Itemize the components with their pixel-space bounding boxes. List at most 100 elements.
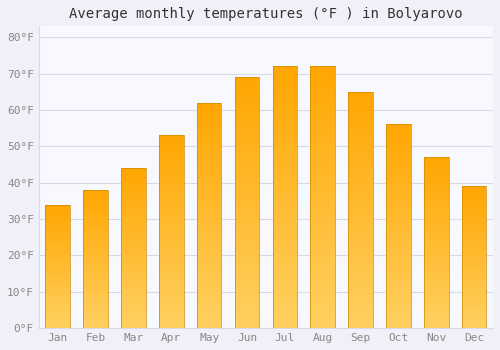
Bar (272, 276, 297, 281)
Bar (84, 287, 108, 289)
Bar (197, 148, 222, 152)
Bar (386, 284, 410, 287)
Bar (197, 139, 222, 143)
Bar (234, 233, 260, 238)
Bar (197, 315, 222, 319)
Bar (424, 290, 448, 294)
Bar (462, 209, 486, 212)
Bar (310, 239, 335, 244)
Bar (424, 164, 448, 168)
Bar (121, 299, 146, 303)
Bar (424, 287, 448, 290)
Bar (46, 212, 70, 215)
Bar (197, 103, 222, 328)
Bar (348, 101, 373, 106)
Bar (84, 253, 108, 256)
Bar (84, 276, 108, 279)
Bar (386, 214, 410, 218)
Bar (84, 190, 108, 193)
Bar (386, 218, 410, 222)
Bar (121, 178, 146, 181)
Bar (272, 323, 297, 328)
Bar (159, 301, 184, 305)
Bar (424, 246, 448, 250)
Bar (234, 102, 260, 107)
Bar (121, 226, 146, 229)
Bar (272, 318, 297, 323)
Bar (159, 135, 184, 139)
Bar (424, 294, 448, 298)
Bar (46, 254, 70, 257)
Bar (46, 281, 70, 284)
Bar (121, 287, 146, 290)
Bar (424, 195, 448, 198)
Bar (424, 191, 448, 195)
Bar (424, 308, 448, 311)
Bar (424, 239, 448, 243)
Bar (310, 229, 335, 234)
Bar (46, 234, 70, 237)
Bar (197, 112, 222, 116)
Bar (159, 259, 184, 262)
Bar (46, 269, 70, 271)
Bar (159, 201, 184, 205)
Bar (348, 196, 373, 201)
Bar (234, 107, 260, 112)
Bar (84, 240, 108, 243)
Bar (386, 234, 410, 239)
Bar (197, 279, 222, 283)
Bar (84, 279, 108, 281)
Bar (234, 188, 260, 193)
Bar (121, 296, 146, 299)
Bar (46, 249, 70, 252)
Bar (462, 300, 486, 303)
Bar (234, 298, 260, 303)
Bar (424, 205, 448, 209)
Bar (386, 206, 410, 210)
Bar (84, 265, 108, 267)
Bar (310, 103, 335, 108)
Bar (234, 173, 260, 177)
Bar (197, 152, 222, 157)
Bar (234, 122, 260, 127)
Bar (159, 193, 184, 197)
Bar (272, 119, 297, 124)
Bar (121, 203, 146, 206)
Bar (84, 243, 108, 245)
Bar (348, 167, 373, 172)
Bar (84, 231, 108, 234)
Bar (348, 233, 373, 238)
Bar (121, 325, 146, 328)
Bar (121, 318, 146, 322)
Bar (46, 289, 70, 291)
Bar (46, 303, 70, 306)
Bar (386, 243, 410, 247)
Bar (272, 203, 297, 208)
Bar (197, 270, 222, 274)
Bar (386, 255, 410, 259)
Bar (121, 248, 146, 251)
Bar (386, 324, 410, 328)
Bar (348, 177, 373, 182)
Bar (310, 113, 335, 119)
Bar (234, 303, 260, 308)
Bar (272, 255, 297, 260)
Bar (197, 301, 222, 306)
Bar (197, 283, 222, 288)
Bar (197, 216, 222, 220)
Bar (46, 222, 70, 224)
Bar (159, 251, 184, 255)
Bar (121, 312, 146, 315)
Bar (348, 243, 373, 248)
Bar (197, 229, 222, 233)
Bar (121, 239, 146, 242)
Bar (197, 296, 222, 301)
Bar (197, 288, 222, 292)
Bar (462, 198, 486, 201)
Bar (84, 215, 108, 218)
Bar (197, 220, 222, 224)
Bar (272, 260, 297, 265)
Bar (272, 161, 297, 166)
Bar (121, 306, 146, 309)
Bar (272, 134, 297, 140)
